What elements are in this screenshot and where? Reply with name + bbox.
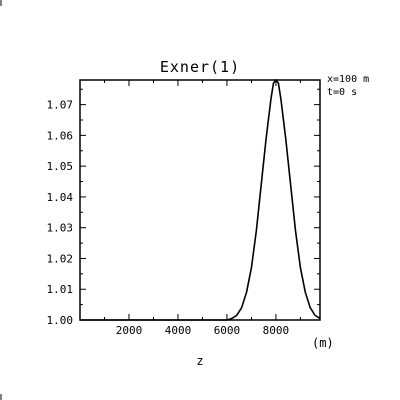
x-tick-label-3: 8000 [263,324,290,337]
x-tick-label-2: 6000 [214,324,241,337]
chart-title: Exner(1) [160,58,240,76]
x-axis-unit: (m) [312,336,334,350]
y-tick-label-5: 1.05 [47,160,74,173]
x-tick-label-1: 4000 [165,324,192,337]
series-line-0 [80,79,321,321]
x-axis-label: z [196,354,203,368]
y-tick-label-1: 1.01 [47,283,74,296]
y-tick-label-7: 1.07 [47,99,74,112]
annotation-x-position: x=100 m [327,74,369,85]
x-tick-label-0: 2000 [116,324,143,337]
y-tick-label-2: 1.02 [47,252,74,265]
y-tick-label-4: 1.04 [47,191,74,204]
y-tick-label-3: 1.03 [47,222,74,235]
y-tick-label-6: 1.06 [47,129,74,142]
annotation-time: t=0 s [327,87,357,98]
plot-area: 2000 4000 6000 8000 1.00 1.01 1.02 1.03 1.04 1.05… [47,79,321,337]
y-tick-label-0: 1.00 [47,314,74,327]
